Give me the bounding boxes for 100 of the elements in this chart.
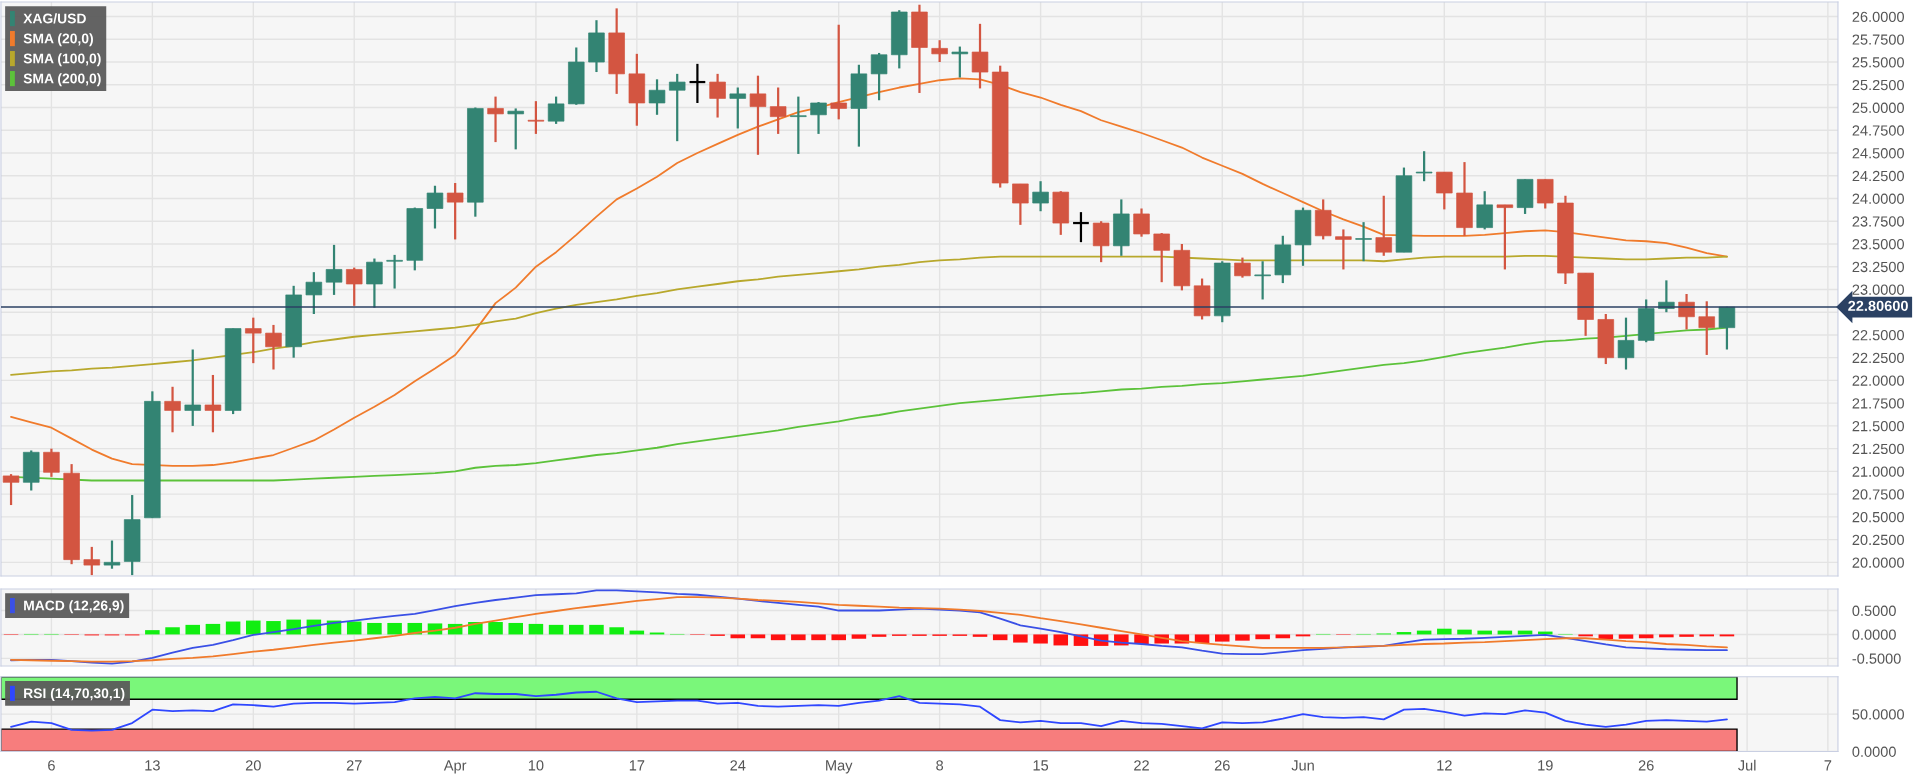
legend-label: SMA (100,0) <box>23 53 101 67</box>
candlestick <box>1092 220 1110 264</box>
y-tick-label: -0.5000 <box>1852 653 1901 664</box>
candlestick <box>729 86 746 130</box>
bar <box>871 634 887 637</box>
candlestick <box>426 184 444 230</box>
candlestick <box>245 316 262 365</box>
bar <box>205 623 221 635</box>
x-tick-label: 15 <box>1033 760 1049 771</box>
x-tick-label: 20 <box>245 760 261 771</box>
bar <box>609 627 624 635</box>
bar <box>770 634 786 641</box>
y-tick-label: 21.2500 <box>1852 443 1904 455</box>
candlestick <box>749 74 767 156</box>
x-tick-label: 19 <box>1538 760 1553 771</box>
bar <box>185 624 200 635</box>
legend-label: XAG/USD <box>23 13 86 24</box>
candlestick <box>1436 171 1453 211</box>
y-tick-label: 24.5000 <box>1852 148 1904 159</box>
candlestick <box>790 95 807 156</box>
bar <box>1013 634 1028 643</box>
candlestick <box>1537 178 1554 210</box>
candlestick <box>1012 182 1029 226</box>
bar <box>165 627 180 635</box>
y-tick-label: 20.5000 <box>1852 511 1904 523</box>
y-tick-label: 23.0000 <box>1852 284 1904 295</box>
bar <box>750 634 766 639</box>
candlestick <box>305 271 323 316</box>
x-tick-label: 26 <box>1214 760 1230 771</box>
bar <box>1598 634 1614 640</box>
candlestick <box>386 253 403 290</box>
bar <box>1679 634 1694 637</box>
candlestick <box>43 447 60 478</box>
bar <box>1255 634 1270 640</box>
bar <box>831 634 846 641</box>
candlestick <box>1617 316 1635 371</box>
y-tick-label: 21.5000 <box>1852 421 1904 432</box>
candlestick <box>1355 221 1372 263</box>
candlestick <box>769 86 787 136</box>
legend-label: SMA (20,0) <box>23 33 93 47</box>
x-tick-label: Apr <box>443 760 467 774</box>
candlestick <box>1476 190 1493 231</box>
y-tick-label: 24.2500 <box>1852 170 1904 182</box>
bar <box>1275 634 1291 639</box>
candlestick <box>668 72 686 143</box>
candlestick <box>1375 194 1392 257</box>
candlestick <box>1718 305 1736 351</box>
candlestick <box>1496 203 1514 271</box>
x-tick-label: 24 <box>730 760 746 771</box>
bar <box>548 624 564 635</box>
bar <box>1659 634 1674 638</box>
candlestick <box>2 473 20 507</box>
bar <box>1194 634 1210 644</box>
y-tick-label: 22.2500 <box>1852 352 1904 364</box>
x-tick-label: Jul <box>1738 759 1756 771</box>
bar <box>589 624 604 635</box>
bar <box>145 630 160 635</box>
x-tick-label: 7 <box>1824 760 1832 771</box>
line-series <box>10 690 1728 732</box>
bar <box>246 620 261 635</box>
x-tick-label: 26 <box>1638 760 1654 771</box>
y-tick-label: 25.2500 <box>1852 79 1904 91</box>
y-tick-label: 20.7500 <box>1852 489 1904 500</box>
bar <box>387 622 402 635</box>
y-tick-label: 26.0000 <box>1852 11 1904 22</box>
y-tick-label: 23.2500 <box>1852 261 1904 273</box>
x-tick-label: 10 <box>528 760 544 771</box>
candlestick <box>1071 211 1090 244</box>
bar <box>488 622 503 635</box>
candlestick <box>648 78 666 116</box>
candlestick <box>1335 228 1352 271</box>
candlestick <box>184 348 201 428</box>
candlestick <box>325 243 343 297</box>
candlestick <box>1032 180 1049 213</box>
candlestick <box>870 51 888 102</box>
y-tick-label: 20.2500 <box>1852 534 1904 546</box>
y-tick-label: 23.7500 <box>1852 216 1904 227</box>
candlestick <box>103 539 121 570</box>
y-tick-label: 24.0000 <box>1852 193 1904 204</box>
y-tick-label: 23.5000 <box>1852 239 1904 250</box>
line-series <box>10 254 1728 376</box>
y-tick-label: 50.0000 <box>1852 709 1904 720</box>
y-tick-label: 22.5000 <box>1852 330 1904 341</box>
candlestick <box>487 95 504 144</box>
candlestick <box>931 39 948 64</box>
y-tick-label: 21.7500 <box>1852 398 1904 409</box>
bar <box>851 634 867 639</box>
bar <box>992 634 1008 641</box>
bar <box>528 623 544 635</box>
bar <box>1053 634 1069 646</box>
legend-label: MACD (12,26,9) <box>24 600 124 614</box>
candlestick <box>265 323 282 371</box>
candlestick <box>446 181 464 241</box>
candlestick <box>810 100 827 136</box>
candlestick <box>164 385 181 434</box>
y-tick-label: 24.7500 <box>1852 125 1904 136</box>
candlestick <box>1153 231 1170 284</box>
x-tick-label: 12 <box>1437 760 1452 771</box>
bar <box>1437 628 1452 635</box>
candlestick <box>951 45 969 79</box>
